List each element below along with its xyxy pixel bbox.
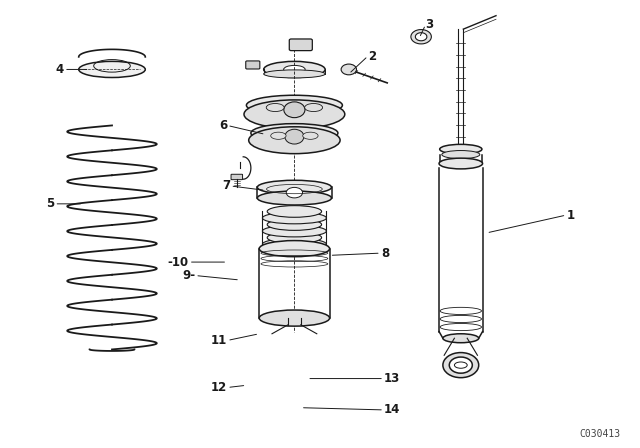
Text: 3: 3 — [426, 18, 434, 31]
Text: 12: 12 — [211, 381, 227, 394]
Text: 8: 8 — [381, 246, 389, 260]
Ellipse shape — [443, 334, 479, 343]
Text: 9-: 9- — [182, 269, 195, 282]
Ellipse shape — [257, 180, 332, 194]
Ellipse shape — [440, 159, 482, 166]
Ellipse shape — [264, 70, 325, 78]
Ellipse shape — [264, 61, 325, 78]
Ellipse shape — [268, 232, 322, 243]
Text: 11: 11 — [211, 334, 227, 347]
Ellipse shape — [259, 241, 330, 257]
Ellipse shape — [262, 238, 326, 250]
Text: 2: 2 — [368, 49, 376, 63]
Ellipse shape — [454, 362, 467, 368]
Ellipse shape — [246, 95, 342, 115]
Text: 7: 7 — [222, 179, 230, 193]
Ellipse shape — [284, 65, 305, 73]
Ellipse shape — [257, 191, 332, 205]
Ellipse shape — [284, 102, 305, 118]
Ellipse shape — [251, 124, 338, 142]
Text: 5: 5 — [46, 197, 54, 211]
Text: -10: -10 — [168, 255, 189, 269]
FancyBboxPatch shape — [289, 39, 312, 51]
FancyBboxPatch shape — [231, 174, 243, 180]
Ellipse shape — [268, 219, 322, 230]
Ellipse shape — [286, 187, 303, 198]
Text: 1: 1 — [566, 208, 575, 222]
Ellipse shape — [439, 158, 483, 169]
FancyBboxPatch shape — [246, 61, 260, 69]
Ellipse shape — [440, 144, 482, 154]
Ellipse shape — [259, 310, 330, 326]
Ellipse shape — [305, 103, 323, 112]
Text: 14: 14 — [384, 403, 401, 417]
Ellipse shape — [271, 132, 286, 139]
Ellipse shape — [285, 129, 304, 144]
Ellipse shape — [268, 206, 322, 217]
Ellipse shape — [262, 225, 326, 237]
Ellipse shape — [262, 212, 326, 224]
Circle shape — [341, 64, 356, 75]
Text: 6: 6 — [219, 119, 227, 132]
Text: 13: 13 — [384, 372, 400, 385]
Ellipse shape — [303, 132, 318, 139]
Text: 4: 4 — [56, 63, 64, 76]
Ellipse shape — [442, 151, 480, 159]
Text: C030413: C030413 — [580, 429, 621, 439]
Ellipse shape — [249, 127, 340, 154]
Ellipse shape — [266, 103, 284, 112]
Ellipse shape — [79, 61, 145, 78]
Ellipse shape — [244, 100, 345, 129]
